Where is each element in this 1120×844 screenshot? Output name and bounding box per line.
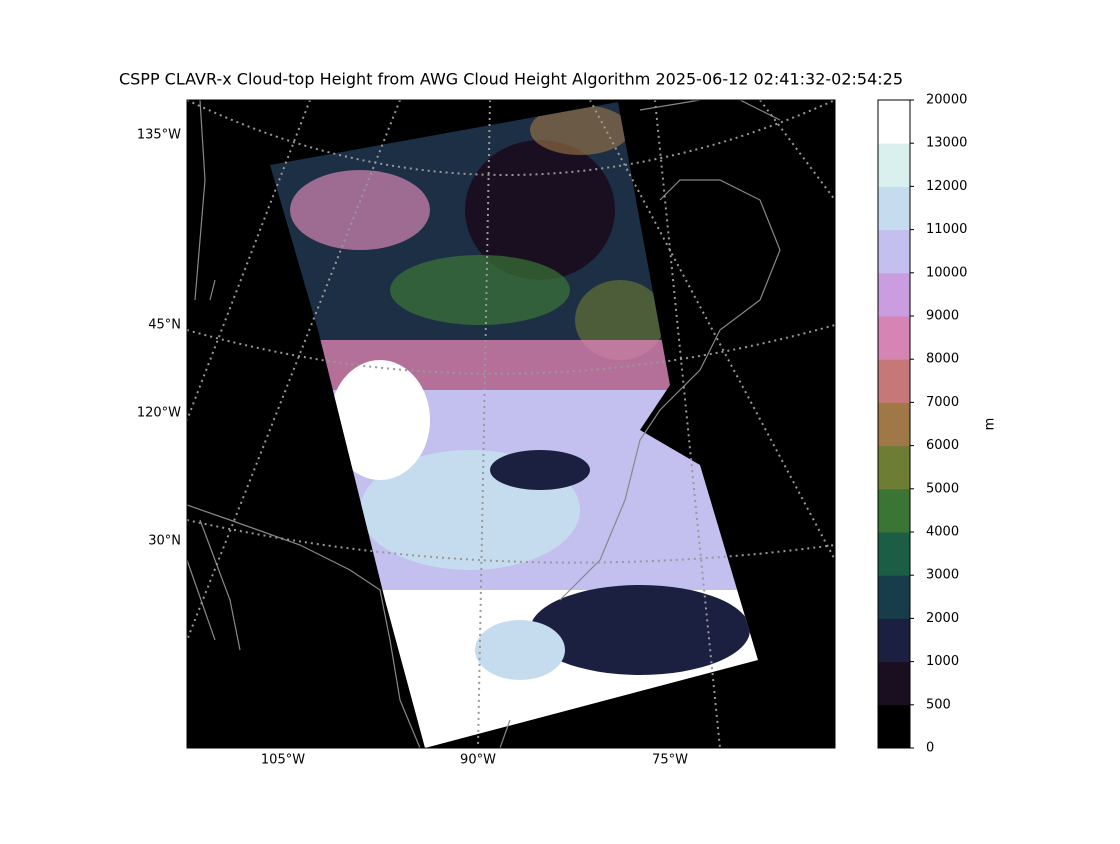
map-title: CSPP CLAVR-x Cloud-top Height from AWG C… [119, 70, 903, 89]
colorbar-segment [878, 488, 910, 533]
lat-lon-label: 120°W [137, 406, 181, 421]
colorbar-segment [878, 402, 910, 447]
lon-label: 90°W [460, 753, 496, 768]
colorbar-segment [878, 143, 910, 187]
colorbar-segment [878, 618, 910, 663]
colorbar-segment [878, 272, 910, 317]
colorbar-segment [878, 661, 910, 706]
colorbar-tick-label: 0 [926, 741, 934, 756]
colorbar-segment [878, 445, 910, 490]
colorbar-tick-label: 10000 [926, 265, 967, 280]
colorbar-segment [878, 100, 910, 144]
colorbar-unit: m [983, 418, 998, 431]
map-frame [186, 99, 836, 749]
lon-label: 105°W [261, 753, 305, 768]
colorbar-tick-label: 12000 [926, 179, 967, 194]
lat-lon-label: 135°W [137, 128, 181, 143]
lon-label: 75°W [652, 753, 688, 768]
colorbar-segment [878, 316, 910, 360]
colorbar-tick-label: 7000 [926, 395, 959, 410]
colorbar-segment [878, 359, 910, 403]
lat-lon-label: 30°N [148, 534, 181, 549]
colorbar-tick-label: 8000 [926, 352, 959, 367]
colorbar-tick-label: 11000 [926, 222, 967, 237]
colorbar-frame [877, 99, 911, 749]
colorbar-tick-label: 6000 [926, 438, 959, 453]
colorbar-segment [878, 704, 910, 749]
colorbar-tick-label: 9000 [926, 309, 959, 324]
colorbar-tick-label: 1000 [926, 654, 959, 669]
colorbar-segment [878, 186, 910, 231]
colorbar-tick-label: 2000 [926, 611, 959, 626]
colorbar-segment [878, 575, 910, 619]
lat-lon-label: 45°N [148, 318, 181, 333]
colorbar-tick-label: 13000 [926, 136, 967, 151]
map-area [187, 100, 835, 748]
colorbar-tick-label: 3000 [926, 568, 959, 583]
colorbar-tick-label: 500 [926, 697, 951, 712]
colorbar-tick-label: 5000 [926, 481, 959, 496]
colorbar-segment [878, 532, 910, 576]
colorbar-segment [878, 229, 910, 274]
colorbar-tick-label: 4000 [926, 525, 959, 540]
colorbar-tick-label: 20000 [926, 93, 967, 108]
